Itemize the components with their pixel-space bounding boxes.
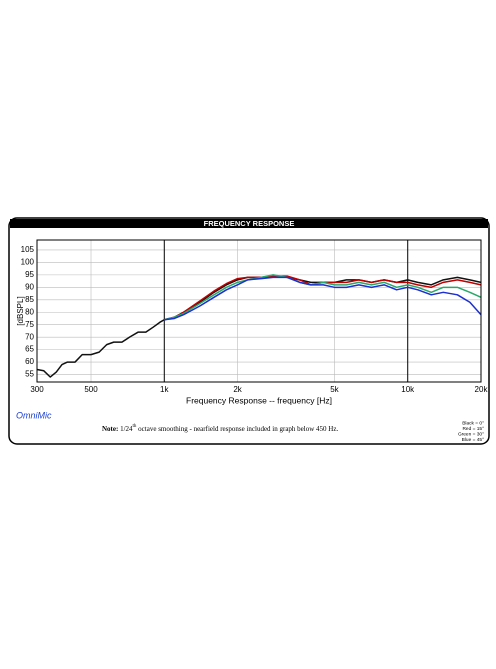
y-tick-label: 75 (25, 320, 34, 329)
panel (8, 217, 490, 445)
x-tick-label: 500 (84, 385, 98, 394)
y-tick-label: 65 (25, 345, 34, 354)
y-tick-label: 90 (25, 282, 34, 291)
series-line (164, 276, 482, 321)
legend-entry: Blue = 45° (462, 437, 484, 443)
note-text: octave smoothing - nearfield response in… (138, 425, 338, 433)
y-tick-label: 100 (21, 258, 35, 267)
x-tick-label: 5k (330, 385, 339, 394)
note: Note: 1/24th octave smoothing - nearfiel… (102, 422, 338, 433)
x-tick-label: 10k (401, 385, 415, 394)
x-axis-label: Frequency Response -- frequency [Hz] (186, 395, 332, 405)
legend-entry: Red = 15° (462, 426, 484, 432)
legend-entry: Black = 0° (462, 420, 484, 426)
y-axis-label: [dBSPL] (16, 296, 25, 325)
brand: OmniMic (16, 410, 52, 420)
x-tick-label: 2k (233, 385, 242, 394)
plot-frame (36, 239, 482, 383)
legend-entry: Green = 30° (458, 431, 484, 437)
x-tick-label: 1k (160, 385, 169, 394)
y-tick-label: 95 (25, 270, 34, 279)
y-tick-label: 80 (25, 307, 34, 316)
lines (36, 274, 482, 378)
y-tick-label: 60 (25, 357, 34, 366)
note-text: 1/24 (120, 425, 133, 433)
note-label: Note: (102, 425, 118, 433)
y-tick-label: 105 (21, 245, 35, 254)
y-tick-label: 85 (25, 295, 34, 304)
x-tick-label: 20k (475, 385, 489, 394)
note-superscript: th (133, 424, 137, 429)
chart-title: FREQUENCY RESPONSE (204, 219, 295, 228)
y-tick-label: 55 (25, 370, 34, 379)
y-tick-label: 70 (25, 332, 34, 341)
series-line (164, 274, 482, 321)
x-tick-label: 300 (30, 385, 44, 394)
title-bar (10, 219, 488, 228)
